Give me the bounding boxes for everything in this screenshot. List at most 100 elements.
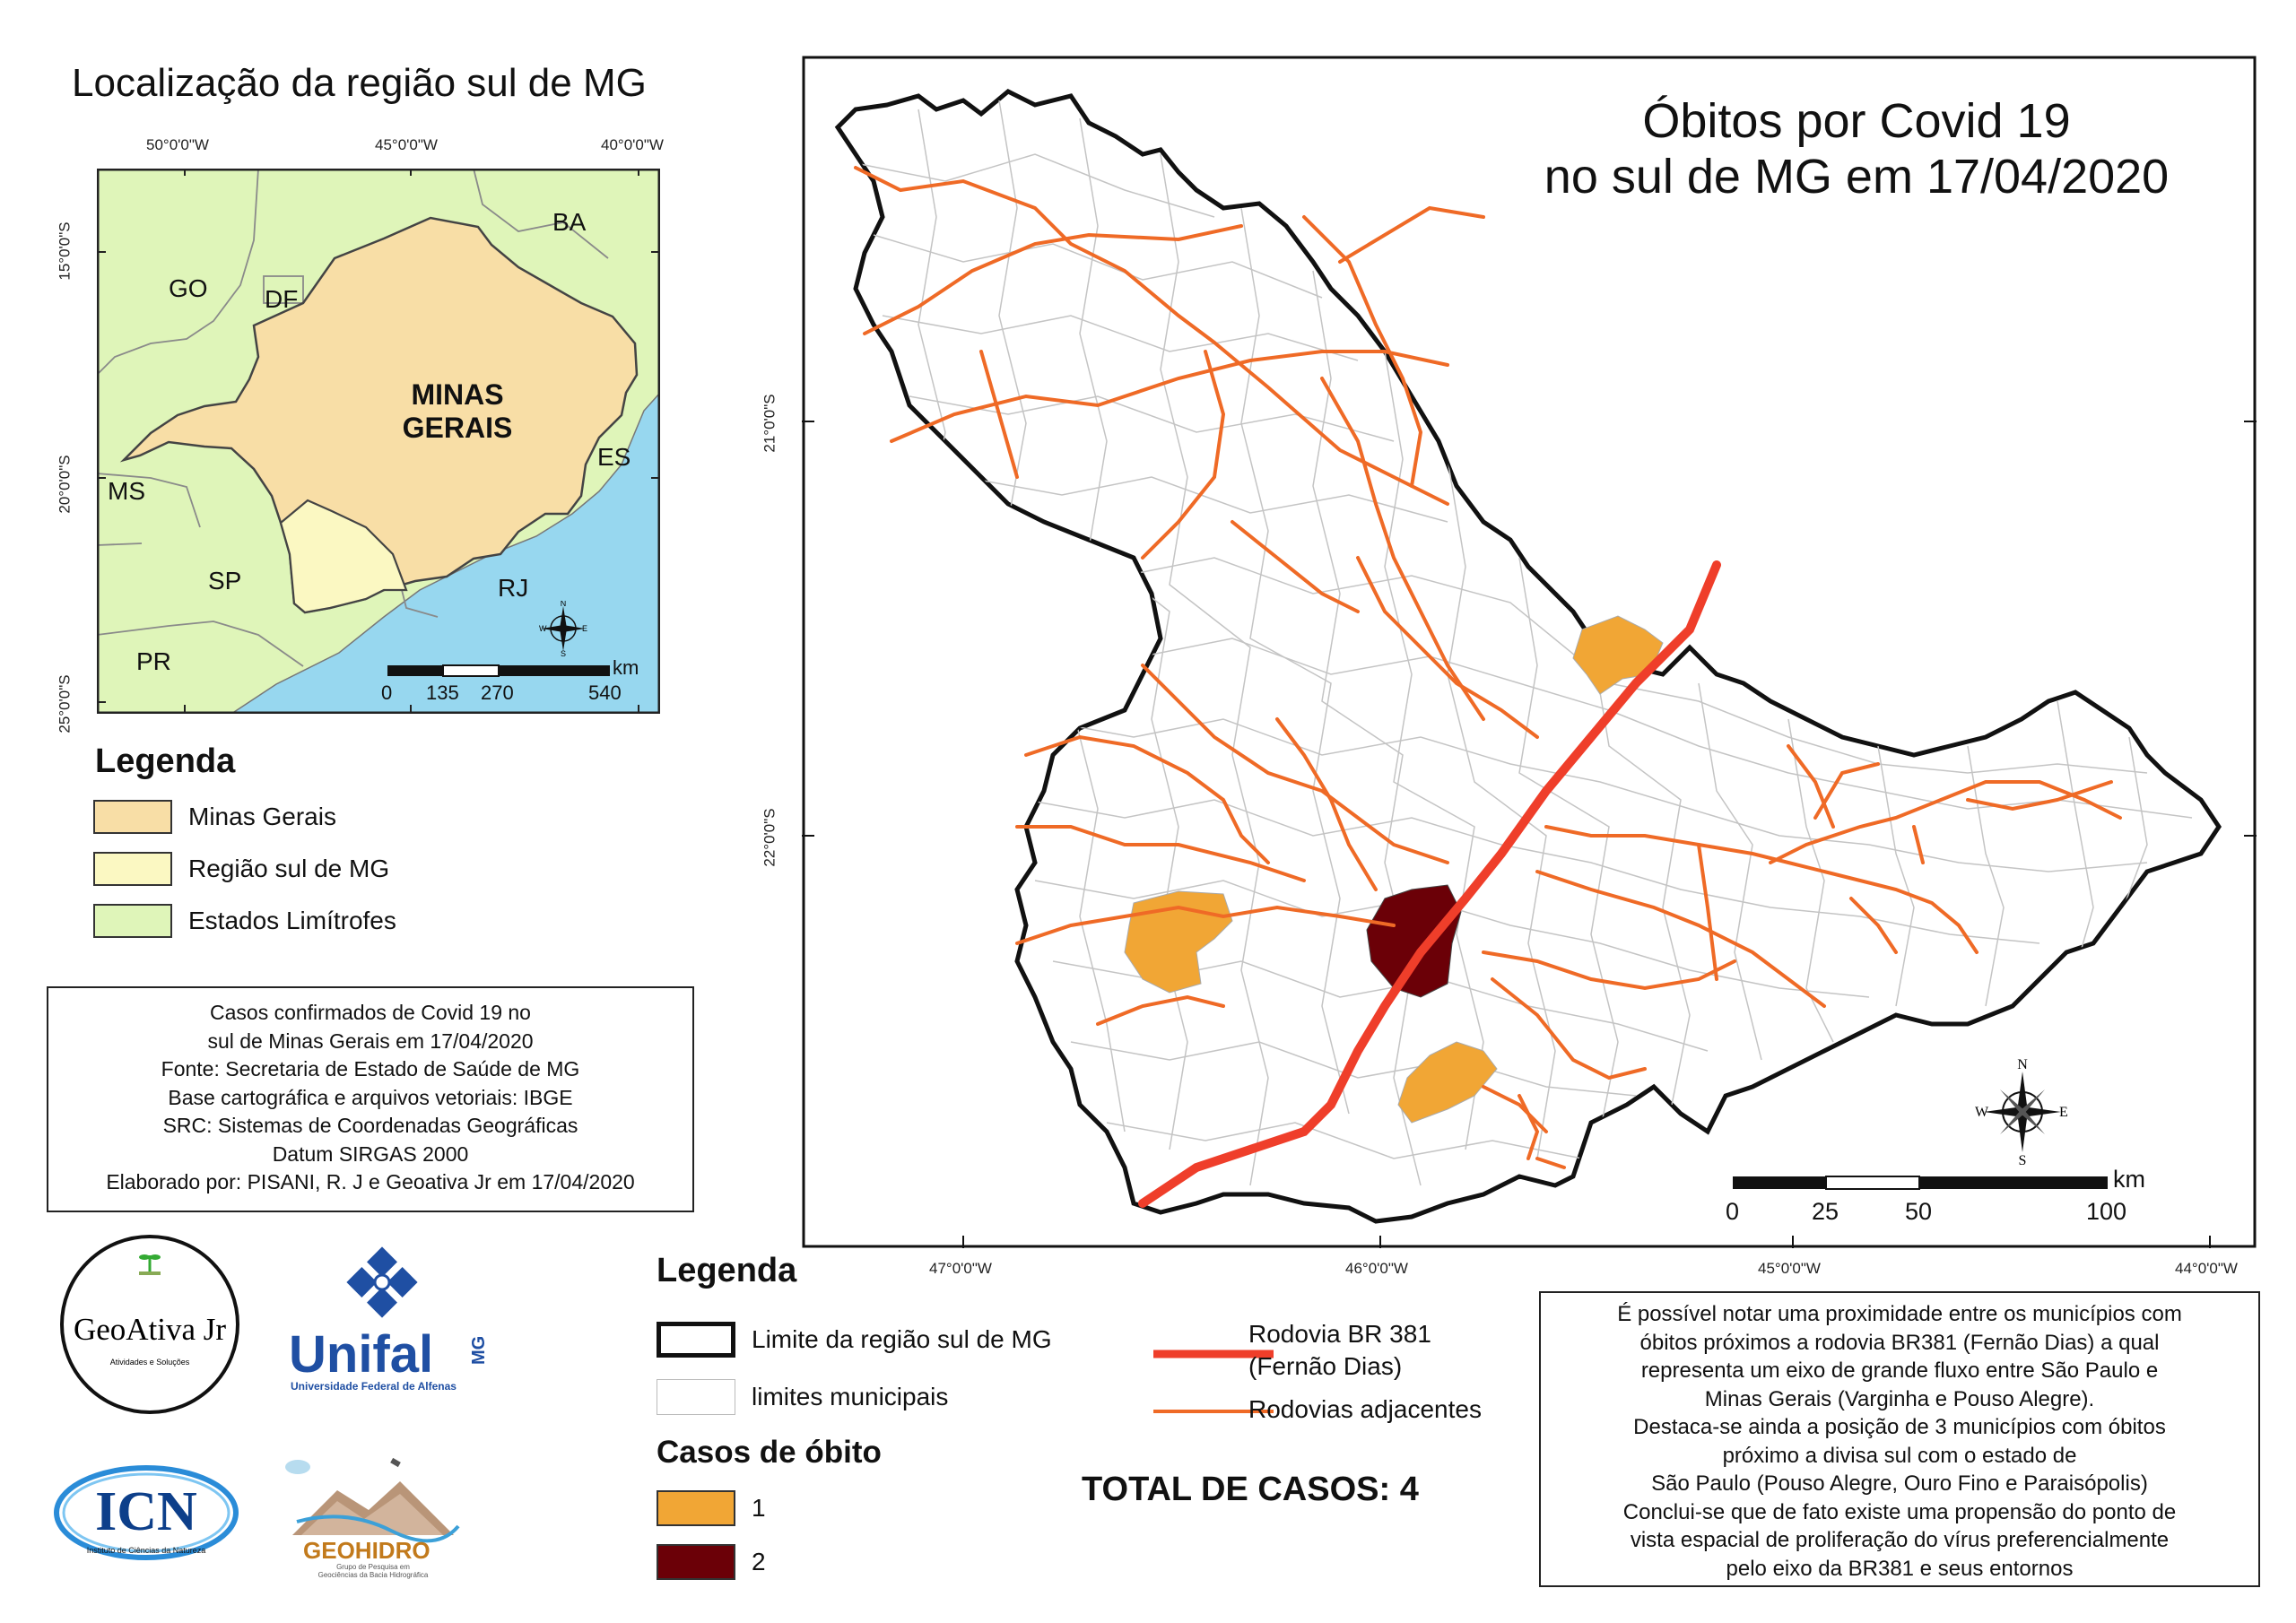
compass-e: E <box>2059 1105 2068 1120</box>
note-line: próximo a divisa sul com o estado de <box>1722 1443 2077 1468</box>
main-legend-title: Legenda <box>657 1252 797 1289</box>
label-go: GO <box>169 274 208 302</box>
note-line: óbitos próximos a rodovia BR381 (Fernão … <box>1639 1330 2160 1355</box>
info-line: sul de Minas Gerais em 17/04/2020 <box>207 1028 534 1053</box>
inset-coord-20s: 20°0'0"S <box>56 455 74 514</box>
inset-map <box>97 169 660 714</box>
inset-scale-135: 135 <box>426 681 459 704</box>
inset-legend-item-mg: Minas Gerais <box>93 800 336 834</box>
main-coord-47w: 47°0'0"W <box>929 1260 992 1277</box>
info-line: Base cartográfica e arquivos vetoriais: … <box>168 1085 573 1109</box>
swatch-two-deaths <box>657 1544 735 1580</box>
inset-legend-item-sul: Região sul de MG <box>93 852 389 886</box>
compass-w: W <box>1975 1105 1989 1120</box>
main-scale-25: 25 <box>1812 1198 1839 1225</box>
note-line: representa um eixo de grande fluxo entre… <box>1640 1358 2159 1383</box>
inset-coord-50w: 50°0'0"W <box>146 136 209 153</box>
geoativa-tagline: Atividades e Soluções <box>110 1358 190 1367</box>
label-ba: BA <box>552 208 587 236</box>
inset-coord-45w: 45°0'0"W <box>375 136 438 153</box>
inset-compass-n: N <box>561 601 567 608</box>
main-scale-100: 100 <box>2086 1198 2127 1225</box>
br381-road <box>1138 560 1721 1208</box>
state-boundary <box>97 473 201 528</box>
inset-scale-bar <box>387 664 610 677</box>
note-line: Destaca-se ainda a posição de 3 municípi… <box>1633 1415 2166 1439</box>
inset-compass-s: S <box>561 649 566 656</box>
info-line: SRC: Sistemas de Coordenadas Geográficas <box>162 1114 578 1137</box>
inset-scale-0: 0 <box>381 681 393 704</box>
main-scale-50: 50 <box>1905 1198 1933 1225</box>
inset-coord-40w: 40°0'0"W <box>601 136 664 153</box>
info-line: Elaborado por: PISANI, R. J e Geoativa J… <box>106 1170 635 1193</box>
inset-coord-15s: 15°0'0"S <box>56 221 74 281</box>
municipality-two-deaths <box>1366 884 1462 998</box>
df-boundary <box>263 275 304 304</box>
main-coord-45w: 45°0'0"W <box>1758 1260 1821 1277</box>
swatch-minas-gerais <box>93 800 172 834</box>
label-pr: PR <box>136 647 171 675</box>
label-ms: MS <box>108 477 145 505</box>
icn-logo: ICN Instituto de Ciências da Natureza <box>54 1465 239 1560</box>
unifal-mg: MG <box>469 1336 489 1365</box>
total-cases: TOTAL DE CASOS: 4 <box>1082 1471 1419 1508</box>
note-line: Minas Gerais (Varginha e Pouso Alegre). <box>1704 1386 2095 1411</box>
note-line: São Paulo (Pouso Alegre, Ouro Fino e Par… <box>1651 1471 2148 1496</box>
inset-title: Localização da região sul de MG <box>72 61 647 105</box>
geoativa-name: GeoAtiva Jr <box>74 1312 226 1347</box>
inset-legend-title: Legenda <box>95 742 236 780</box>
main-coord-21s: 21°0'0"S <box>761 394 778 453</box>
swatch-sul-de-mg <box>93 852 172 886</box>
unifal-name: Unifal <box>289 1325 433 1384</box>
swatch-one-death <box>657 1490 735 1526</box>
icn-sub: Instituto de Ciências da Natureza <box>87 1546 206 1555</box>
inset-compass-w: W <box>539 624 547 633</box>
unifal-sub: Universidade Federal de Alfenas <box>291 1380 457 1393</box>
inset-coord-25s: 25°0'0"S <box>56 674 74 733</box>
deaths-legend-title: Casos de óbito <box>657 1435 882 1470</box>
analysis-note: É possível notar uma proximidade entre o… <box>1539 1291 2260 1587</box>
inset-compass-e: E <box>582 624 587 633</box>
note-line: É possível notar uma proximidade entre o… <box>1617 1302 2182 1326</box>
geohidro-sub2: Geociências da Bacia Hidrográfica <box>318 1571 429 1579</box>
main-map <box>802 56 2257 1248</box>
geoativa-logo: GeoAtiva Jr Atividades e Soluções <box>60 1235 239 1414</box>
geohidro-name: GEOHIDRO <box>303 1537 430 1564</box>
note-line: pelo eixo da BR381 e seus entornos <box>1726 1556 2074 1581</box>
inset-scale-540: 540 <box>588 681 622 704</box>
swatch-municipal <box>657 1379 735 1415</box>
main-map-title: Óbitos por Covid 19 no sul de MG em 17/0… <box>1544 94 2170 204</box>
main-coord-44w: 44°0'0"W <box>2175 1260 2238 1277</box>
unifal-logo: Unifal MG Universidade Federal de Alfena… <box>289 1246 489 1393</box>
adjacent-roads <box>854 166 2122 1169</box>
main-coord-46w: 46°0'0"W <box>1345 1260 1408 1277</box>
compass-icon: N S W E <box>1975 1058 2068 1166</box>
legend-item-municipal: limites municipais <box>657 1379 948 1415</box>
legend-item-region-limit: Limite da região sul de MG <box>657 1322 1052 1358</box>
br381-legend-label: Rodovia BR 381 (Fernão Dias) <box>1248 1320 1431 1380</box>
main-scale-bar <box>1733 1176 2108 1190</box>
icn-name: ICN <box>95 1481 197 1542</box>
inset-compass-icon: N S W E <box>539 601 587 656</box>
main-scale-0: 0 <box>1726 1198 1740 1225</box>
compass-s: S <box>2019 1153 2027 1166</box>
inset-scale-unit: km <box>613 656 639 679</box>
state-boundary <box>97 542 143 546</box>
swatch-region-limit <box>657 1322 735 1358</box>
main-scale-unit: km <box>2113 1166 2145 1193</box>
info-box: Casos confirmados de Covid 19 no sul de … <box>47 986 694 1212</box>
geohidro-logo: GEOHIDRO Grupo de Pesquisa em Geociência… <box>285 1457 460 1579</box>
sul-de-mg <box>279 499 408 614</box>
main-coord-22s: 22°0'0"S <box>761 808 778 867</box>
label-minas-gerais: MINAS GERAIS <box>402 378 513 444</box>
inset-legend-item-limitrofes: Estados Limítrofes <box>93 904 396 938</box>
minas-gerais <box>119 216 639 614</box>
info-line: Casos confirmados de Covid 19 no <box>210 1001 531 1024</box>
label-df: DF <box>265 285 299 313</box>
roads-legend-label: Rodovias adjacentes <box>1248 1395 1482 1423</box>
info-line: Datum SIRGAS 2000 <box>272 1141 469 1166</box>
label-sp: SP <box>208 567 242 595</box>
note-line: Conclui-se que de fato existe uma propen… <box>1622 1499 2177 1524</box>
label-rj: RJ <box>498 574 529 602</box>
municipality-one-death <box>1124 890 1233 994</box>
